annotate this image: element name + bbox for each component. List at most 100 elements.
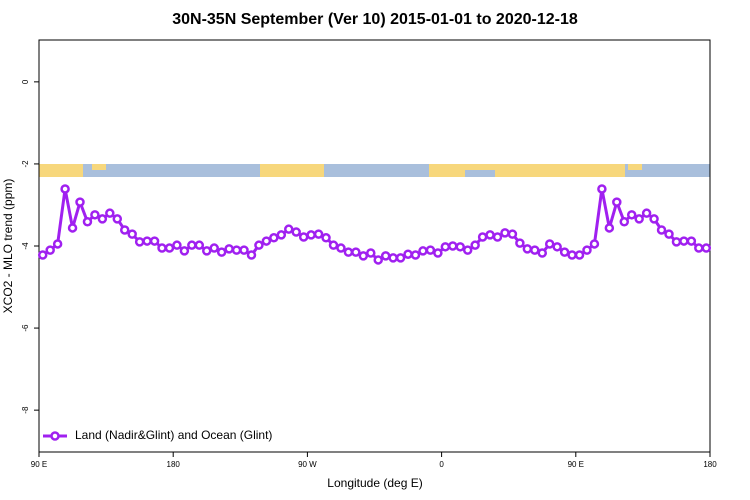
data-point — [433, 248, 443, 258]
data-point — [82, 217, 93, 227]
data-point — [157, 243, 167, 253]
data-point — [656, 225, 667, 235]
data-point — [641, 208, 652, 218]
data-point — [448, 241, 458, 251]
data-point — [403, 249, 413, 259]
data-point — [686, 236, 697, 246]
map-strip — [39, 164, 710, 177]
land — [92, 164, 106, 170]
data-point — [634, 214, 644, 224]
data-point — [500, 228, 510, 238]
data-point — [537, 248, 547, 258]
x-tick-label: 90 E — [31, 460, 47, 469]
data-point — [619, 217, 630, 227]
data-point — [544, 239, 555, 249]
y-tick-label: -4 — [21, 242, 30, 250]
data-point — [694, 243, 704, 253]
y-tick-label: -2 — [21, 160, 30, 168]
y-tick-label: -8 — [21, 406, 30, 414]
data-point — [671, 237, 682, 247]
data-point — [231, 245, 242, 255]
data-point — [254, 240, 264, 250]
data-point — [462, 245, 473, 255]
data-point — [119, 225, 130, 235]
data-point — [328, 240, 339, 250]
data-point — [105, 208, 115, 218]
data-point — [492, 232, 503, 242]
data-point — [679, 236, 689, 246]
data-point — [179, 246, 190, 256]
data-point — [604, 223, 615, 233]
data-point — [194, 240, 205, 250]
data-point — [530, 245, 540, 255]
data-point — [306, 230, 316, 240]
data-point — [410, 250, 421, 260]
land — [429, 164, 465, 177]
data-point — [522, 244, 533, 254]
data-point — [291, 227, 301, 237]
x-tick-label: 0 — [439, 460, 444, 469]
data-point — [626, 210, 637, 220]
data-point — [127, 229, 137, 239]
land — [260, 164, 324, 177]
data-point — [507, 229, 518, 239]
data-point — [97, 214, 108, 224]
data-point — [269, 233, 279, 243]
land — [495, 164, 625, 177]
data-point — [649, 214, 659, 224]
data-point — [67, 223, 78, 233]
data-point — [559, 247, 570, 257]
x-tick-label: 90 E — [568, 460, 584, 469]
land — [628, 164, 642, 170]
data-point — [209, 243, 219, 253]
data-point — [485, 230, 495, 240]
data-point — [440, 242, 451, 252]
data-point — [37, 250, 48, 260]
data-point — [284, 224, 294, 234]
data-point — [574, 250, 585, 260]
data-point — [589, 239, 600, 249]
data-point — [582, 245, 592, 255]
y-tick-label: 0 — [21, 79, 30, 84]
x-tick-label: 90 W — [298, 460, 317, 469]
data-point — [395, 253, 406, 263]
data-point — [470, 240, 480, 250]
data-point — [380, 251, 391, 261]
data-point — [567, 250, 577, 260]
legend-marker — [50, 431, 60, 441]
y-axis-label: XCO2 - MLO trend (ppm) — [1, 179, 15, 314]
data-point — [172, 240, 182, 250]
data-point — [552, 242, 562, 252]
data-point — [515, 238, 525, 248]
data-point — [321, 233, 331, 243]
data-point — [336, 243, 346, 253]
data-point — [612, 197, 622, 207]
data-point — [134, 237, 145, 247]
data-point — [216, 247, 227, 257]
y-tick-label: -6 — [21, 324, 30, 332]
data-point — [187, 240, 197, 250]
data-point — [202, 246, 212, 256]
data-point — [239, 245, 249, 255]
land — [39, 164, 83, 177]
data-point — [664, 229, 674, 239]
data-point — [477, 232, 488, 242]
legend-label: Land (Nadir&Glint) and Ocean (Glint) — [75, 428, 272, 442]
chart-title: 30N-35N September (Ver 10) 2015-01-01 to… — [172, 11, 578, 28]
x-axis-label: Longitude (deg E) — [327, 476, 422, 490]
data-point — [455, 242, 465, 252]
data-point — [298, 232, 309, 242]
data-point — [142, 236, 152, 246]
data-point — [75, 197, 85, 207]
data-point — [425, 245, 436, 255]
x-tick-label: 180 — [167, 460, 181, 469]
data-point — [373, 255, 383, 265]
data-point — [224, 244, 234, 254]
x-tick-label: 180 — [703, 460, 717, 469]
data-point — [261, 236, 272, 246]
data-point — [149, 236, 160, 246]
data-point — [164, 243, 175, 253]
data-point — [701, 243, 712, 253]
